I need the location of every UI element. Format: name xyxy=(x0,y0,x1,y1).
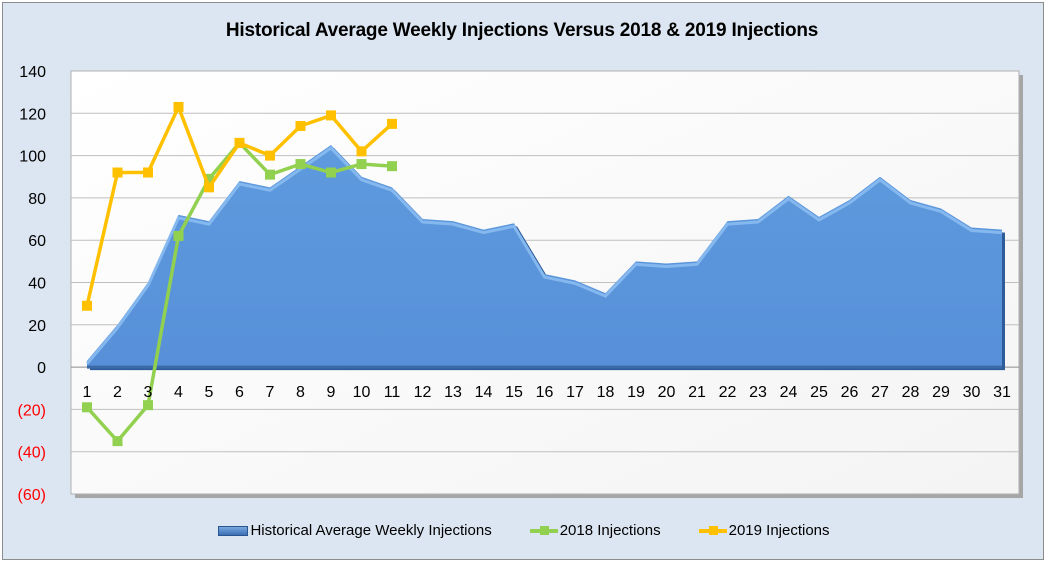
x-tick-label: 4 xyxy=(174,384,183,401)
x-tick-label: 27 xyxy=(871,384,889,401)
x-tick-label: 23 xyxy=(749,384,767,401)
y-tick-label: 0 xyxy=(37,360,46,377)
x-tick-label: 11 xyxy=(384,384,401,401)
legend-label-historical: Historical Average Weekly Injections xyxy=(250,522,492,539)
x-axis-ticks: 1 2 3 4 5 6 7 8 9 10 11 12 13 14 15 16 17 18 19 20 21 22 23 24 2… xyxy=(83,384,1011,401)
marker-2019 xyxy=(387,118,397,129)
marker-2019 xyxy=(204,182,214,193)
marker-2018 xyxy=(82,402,92,413)
area-series xyxy=(85,145,1005,371)
marker-2019 xyxy=(112,167,123,178)
line-series xyxy=(82,101,397,447)
legend-label-2019: 2019 Injections xyxy=(728,522,830,539)
legend-label-2018: 2018 Injections xyxy=(559,522,661,539)
chart-title: Historical Average Weekly Injections Ver… xyxy=(225,20,819,41)
y-tick-label: 20 xyxy=(28,318,46,335)
x-tick-label: 13 xyxy=(444,384,462,401)
x-tick-label: 29 xyxy=(932,384,950,401)
y-tick-label: 100 xyxy=(19,149,46,166)
x-tick-label: 2 xyxy=(113,384,122,401)
x-tick-label: 6 xyxy=(235,384,244,401)
marker-2018 xyxy=(326,167,336,178)
x-tick-label: 28 xyxy=(902,384,920,401)
x-tick-label: 5 xyxy=(205,384,214,401)
y-axis-ticks: 140 120 100 80 60 40 20 0 (20) (40) (60) xyxy=(18,64,47,504)
x-tick-label: 17 xyxy=(566,384,584,401)
x-tick-label: 20 xyxy=(658,384,676,401)
marker-2019 xyxy=(82,300,92,311)
y-tick-label: (60) xyxy=(18,487,46,504)
y-tick-label: (40) xyxy=(18,445,46,462)
x-tick-label: 30 xyxy=(963,384,981,401)
x-tick-label: 9 xyxy=(327,384,336,401)
y-tick-label: 40 xyxy=(28,276,46,293)
legend-item-2018: 2018 Injections xyxy=(529,522,661,539)
y-tick-label: 80 xyxy=(28,191,46,208)
legend-item-2019: 2019 Injections xyxy=(698,522,830,539)
legend-item-historical: Historical Average Weekly Injections xyxy=(218,522,492,539)
x-tick-label: 16 xyxy=(536,384,554,401)
marker-2019 xyxy=(173,101,184,112)
x-tick-label: 8 xyxy=(296,384,305,401)
marker-2018 xyxy=(387,161,397,172)
legend-swatch-2019 xyxy=(698,525,727,535)
x-tick-label: 18 xyxy=(597,384,615,401)
marker-2018 xyxy=(173,230,184,241)
marker-2018 xyxy=(112,436,123,447)
x-tick-label: 24 xyxy=(780,384,798,401)
y-tick-label: (20) xyxy=(18,402,46,419)
x-tick-label: 15 xyxy=(505,384,523,401)
legend-swatch-2018 xyxy=(529,525,558,535)
y-tick-label: 60 xyxy=(28,233,46,250)
x-tick-label: 22 xyxy=(719,384,737,401)
y-tick-label: 120 xyxy=(19,106,46,123)
x-tick-label: 19 xyxy=(627,384,645,401)
x-tick-label: 7 xyxy=(266,384,275,401)
area-highlight xyxy=(85,146,1003,365)
x-tick-label: 26 xyxy=(841,384,859,401)
legend-swatch-historical xyxy=(218,525,249,536)
x-tick-label: 10 xyxy=(353,384,371,401)
legend: Historical Average Weekly Injections 201… xyxy=(0,522,1048,539)
marker-2018 xyxy=(356,159,367,170)
x-tick-label: 1 xyxy=(83,384,92,401)
marker-2019 xyxy=(295,120,306,131)
x-tick-label: 31 xyxy=(993,384,1011,401)
area-historical xyxy=(87,145,1002,368)
x-tick-label: 21 xyxy=(688,384,706,401)
marker-2019 xyxy=(143,167,153,178)
marker-2018 xyxy=(204,173,214,184)
y-tick-label: 140 xyxy=(19,64,46,81)
marker-2019 xyxy=(265,150,275,161)
x-tick-label: 12 xyxy=(414,384,432,401)
marker-2018 xyxy=(143,400,153,411)
x-tick-label: 14 xyxy=(475,384,493,401)
x-tick-label: 25 xyxy=(810,384,828,401)
marker-2019 xyxy=(356,146,367,157)
marker-2019 xyxy=(326,110,336,121)
marker-2019 xyxy=(234,137,245,148)
x-tick-label: 3 xyxy=(144,384,153,401)
marker-2018 xyxy=(295,159,306,170)
marker-2018 xyxy=(265,169,275,180)
